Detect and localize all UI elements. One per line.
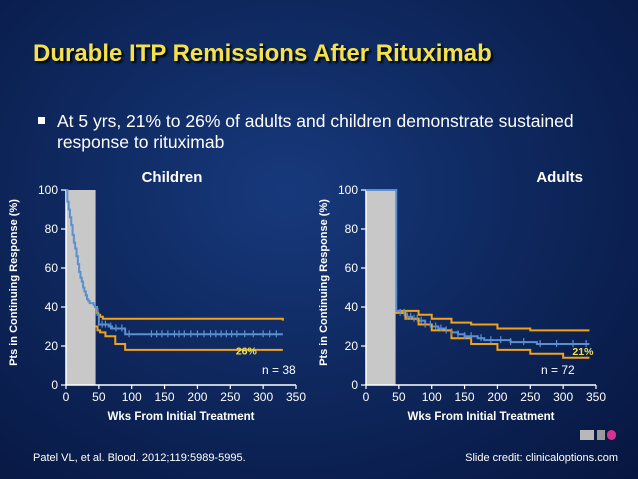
x-tick-label: 300 xyxy=(253,390,273,404)
x-tick-label: 350 xyxy=(286,390,306,404)
chart-title: Adults xyxy=(536,169,583,186)
y-tick-label: 100 xyxy=(38,183,58,197)
citation: Patel VL, et al. Blood. 2012;119:5989-59… xyxy=(33,452,246,464)
y-axis-label: Pts in Continuing Response (%) xyxy=(318,199,330,366)
y-tick-label: 20 xyxy=(45,339,59,353)
x-tick-label: 50 xyxy=(392,390,406,404)
n-label: n = 38 xyxy=(262,363,296,377)
x-tick-label: 200 xyxy=(487,390,507,404)
y-tick-label: 80 xyxy=(345,222,359,236)
y-tick-label: 60 xyxy=(345,261,359,275)
chart-panel-children: 0 20 40 60 80 100 0 50 100 150 200 250 300 350 Wks Fro… xyxy=(8,169,306,423)
y-tick-label: 40 xyxy=(345,300,359,314)
x-tick-label: 300 xyxy=(553,390,573,404)
endpoint-label: 26% xyxy=(236,345,258,357)
x-tick-label: 150 xyxy=(455,390,475,404)
y-tick-label: 40 xyxy=(45,300,59,314)
clinical-options-logo xyxy=(580,430,616,440)
n-label: n = 72 xyxy=(541,363,575,377)
x-axis-label: Wks From Initial Treatment xyxy=(108,411,255,423)
series-upper_ci xyxy=(395,309,590,332)
series-lower_ci xyxy=(395,311,590,359)
y-tick-label: 20 xyxy=(345,339,359,353)
y-tick-label: 60 xyxy=(45,261,59,275)
x-tick-label: 250 xyxy=(220,390,240,404)
x-tick-label: 250 xyxy=(520,390,540,404)
x-tick-label: 150 xyxy=(155,390,175,404)
bullet-marker xyxy=(38,117,45,124)
x-tick-label: 200 xyxy=(187,390,207,404)
logo-c-icon xyxy=(597,430,605,440)
x-tick-label: 0 xyxy=(363,390,370,404)
logo-o-icon xyxy=(607,430,616,440)
series-km_estimate xyxy=(366,189,590,346)
slide-credit: Slide credit: clinicaloptions.com xyxy=(465,452,618,464)
x-tick-label: 100 xyxy=(422,390,442,404)
y-tick-label: 100 xyxy=(338,183,358,197)
x-tick-label: 350 xyxy=(586,390,606,404)
y-tick-label: 0 xyxy=(351,378,358,392)
series-upper_ci xyxy=(95,306,284,321)
chart-title: Children xyxy=(142,169,203,186)
logo-bar-icon xyxy=(580,430,594,440)
shaded-region xyxy=(366,190,396,385)
chart-panel-adults: 0 20 40 60 80 100 0 50 100 150 200 250 300 350 Wks Fro… xyxy=(318,169,606,423)
x-tick-label: 0 xyxy=(63,390,70,404)
slide-title: Durable ITP Remissions After Rituximab xyxy=(33,40,492,67)
y-tick-label: 0 xyxy=(51,378,58,392)
y-tick-label: 80 xyxy=(45,222,59,236)
bullet-point: At 5 yrs, 21% to 26% of adults and child… xyxy=(38,111,598,153)
x-axis-label: Wks From Initial Treatment xyxy=(408,411,555,423)
x-tick-label: 50 xyxy=(92,390,106,404)
y-axis-label: Pts in Continuing Response (%) xyxy=(8,199,20,366)
endpoint-label: 21% xyxy=(572,346,594,358)
series-lower_ci xyxy=(95,325,283,351)
x-tick-label: 100 xyxy=(122,390,142,404)
series-km_estimate xyxy=(66,189,283,336)
bullet-text: At 5 yrs, 21% to 26% of adults and child… xyxy=(57,111,574,152)
